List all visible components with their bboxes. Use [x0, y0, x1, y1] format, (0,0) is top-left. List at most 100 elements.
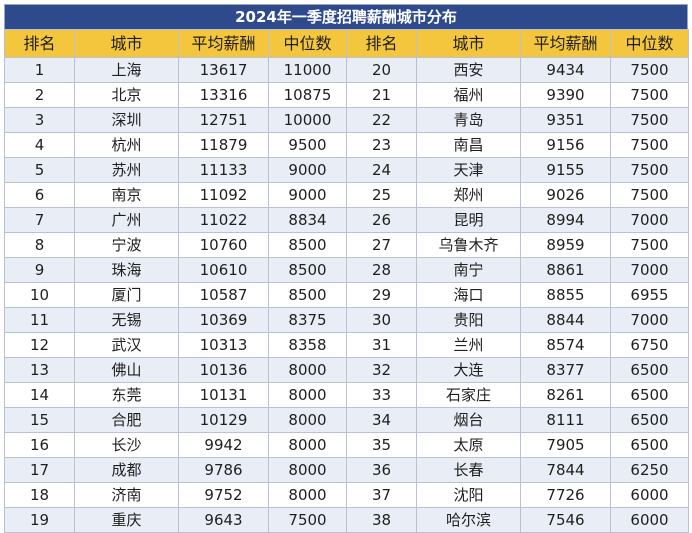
table-row: 12 武汉 10313 8358 31 兰州 8574 6750	[4, 332, 689, 358]
median-cell: 7500	[610, 82, 689, 108]
rank-cell: 24	[346, 157, 417, 183]
table-row: 7 广州 11022 8834 26 昆明 8994 7000	[4, 207, 689, 233]
median-cell: 7500	[610, 182, 689, 208]
city-cell: 哈尔滨	[416, 507, 521, 533]
median-cell: 6250	[610, 457, 689, 483]
median-cell: 8500	[268, 257, 347, 283]
city-cell: 济南	[74, 482, 179, 508]
city-cell: 无锡	[74, 307, 179, 333]
rank-cell: 8	[4, 232, 75, 258]
avg-salary-cell: 8855	[520, 282, 611, 308]
median-cell: 7000	[610, 207, 689, 233]
header-avg-salary: 平均薪酬	[178, 29, 269, 58]
rank-cell: 16	[4, 432, 75, 458]
median-cell: 6000	[610, 507, 689, 533]
salary-table: 排名 城市 平均薪酬 中位数 排名 城市 平均薪酬 中位数 1 上海 13617 11…	[4, 29, 689, 533]
table-row: 6 南京 11092 9000 25 郑州 9026 7500	[4, 182, 689, 208]
rank-cell: 14	[4, 382, 75, 408]
city-cell: 长沙	[74, 432, 179, 458]
header-row: 排名 城市 平均薪酬 中位数 排名 城市 平均薪酬 中位数	[4, 29, 689, 58]
rank-cell: 33	[346, 382, 417, 408]
city-cell: 厦门	[74, 282, 179, 308]
city-cell: 沈阳	[416, 482, 521, 508]
city-cell: 成都	[74, 457, 179, 483]
city-cell: 武汉	[74, 332, 179, 358]
rank-cell: 27	[346, 232, 417, 258]
city-cell: 青岛	[416, 107, 521, 133]
avg-salary-cell: 8959	[520, 232, 611, 258]
city-cell: 大连	[416, 357, 521, 383]
table-row: 16 长沙 9942 8000 35 太原 7905 6500	[4, 432, 689, 458]
avg-salary-cell: 10313	[178, 332, 269, 358]
avg-salary-cell: 8861	[520, 257, 611, 283]
median-cell: 8500	[268, 282, 347, 308]
avg-salary-cell: 8377	[520, 357, 611, 383]
median-cell: 7500	[610, 132, 689, 158]
avg-salary-cell: 10131	[178, 382, 269, 408]
table-row: 14 东莞 10131 8000 33 石家庄 8261 6500	[4, 382, 689, 408]
median-cell: 6500	[610, 432, 689, 458]
avg-salary-cell: 11133	[178, 157, 269, 183]
rank-cell: 17	[4, 457, 75, 483]
city-cell: 佛山	[74, 357, 179, 383]
table-row: 8 宁波 10760 8500 27 乌鲁木齐 8959 7500	[4, 232, 689, 258]
city-cell: 北京	[74, 82, 179, 108]
rank-cell: 1	[4, 57, 75, 83]
table-row: 2 北京 13316 10875 21 福州 9390 7500	[4, 82, 689, 108]
table-row: 10 厦门 10587 8500 29 海口 8855 6955	[4, 282, 689, 308]
rank-cell: 11	[4, 307, 75, 333]
rank-cell: 10	[4, 282, 75, 308]
city-cell: 合肥	[74, 407, 179, 433]
header-rank: 排名	[346, 29, 417, 58]
city-cell: 西安	[416, 57, 521, 83]
rank-cell: 35	[346, 432, 417, 458]
avg-salary-cell: 10129	[178, 407, 269, 433]
rank-cell: 4	[4, 132, 75, 158]
avg-salary-cell: 10587	[178, 282, 269, 308]
median-cell: 8000	[268, 357, 347, 383]
avg-salary-cell: 8994	[520, 207, 611, 233]
rank-cell: 31	[346, 332, 417, 358]
city-cell: 重庆	[74, 507, 179, 533]
city-cell: 南宁	[416, 257, 521, 283]
rank-cell: 2	[4, 82, 75, 108]
avg-salary-cell: 9786	[178, 457, 269, 483]
avg-salary-cell: 9390	[520, 82, 611, 108]
avg-salary-cell: 8111	[520, 407, 611, 433]
rank-cell: 38	[346, 507, 417, 533]
city-cell: 昆明	[416, 207, 521, 233]
rank-cell: 36	[346, 457, 417, 483]
city-cell: 南京	[74, 182, 179, 208]
median-cell: 10875	[268, 82, 347, 108]
median-cell: 7500	[610, 107, 689, 133]
avg-salary-cell: 12751	[178, 107, 269, 133]
median-cell: 7000	[610, 307, 689, 333]
avg-salary-cell: 8844	[520, 307, 611, 333]
median-cell: 8375	[268, 307, 347, 333]
rank-cell: 12	[4, 332, 75, 358]
avg-salary-cell: 9643	[178, 507, 269, 533]
avg-salary-cell: 11092	[178, 182, 269, 208]
city-cell: 太原	[416, 432, 521, 458]
table-row: 19 重庆 9643 7500 38 哈尔滨 7546 6000	[4, 507, 689, 533]
avg-salary-cell: 7546	[520, 507, 611, 533]
city-cell: 兰州	[416, 332, 521, 358]
table-row: 17 成都 9786 8000 36 长春 7844 6250	[4, 457, 689, 483]
avg-salary-cell: 7844	[520, 457, 611, 483]
avg-salary-cell: 7726	[520, 482, 611, 508]
median-cell: 6955	[610, 282, 689, 308]
median-cell: 6500	[610, 382, 689, 408]
table-row: 1 上海 13617 11000 20 西安 9434 7500	[4, 57, 689, 83]
avg-salary-cell: 8261	[520, 382, 611, 408]
rank-cell: 3	[4, 107, 75, 133]
table-row: 4 杭州 11879 9500 23 南昌 9156 7500	[4, 132, 689, 158]
header-median: 中位数	[610, 29, 689, 58]
avg-salary-cell: 10610	[178, 257, 269, 283]
city-cell: 上海	[74, 57, 179, 83]
header-city: 城市	[416, 29, 521, 58]
avg-salary-cell: 11879	[178, 132, 269, 158]
city-cell: 苏州	[74, 157, 179, 183]
header-rank: 排名	[4, 29, 75, 58]
table-row: 3 深圳 12751 10000 22 青岛 9351 7500	[4, 107, 689, 133]
median-cell: 8000	[268, 482, 347, 508]
